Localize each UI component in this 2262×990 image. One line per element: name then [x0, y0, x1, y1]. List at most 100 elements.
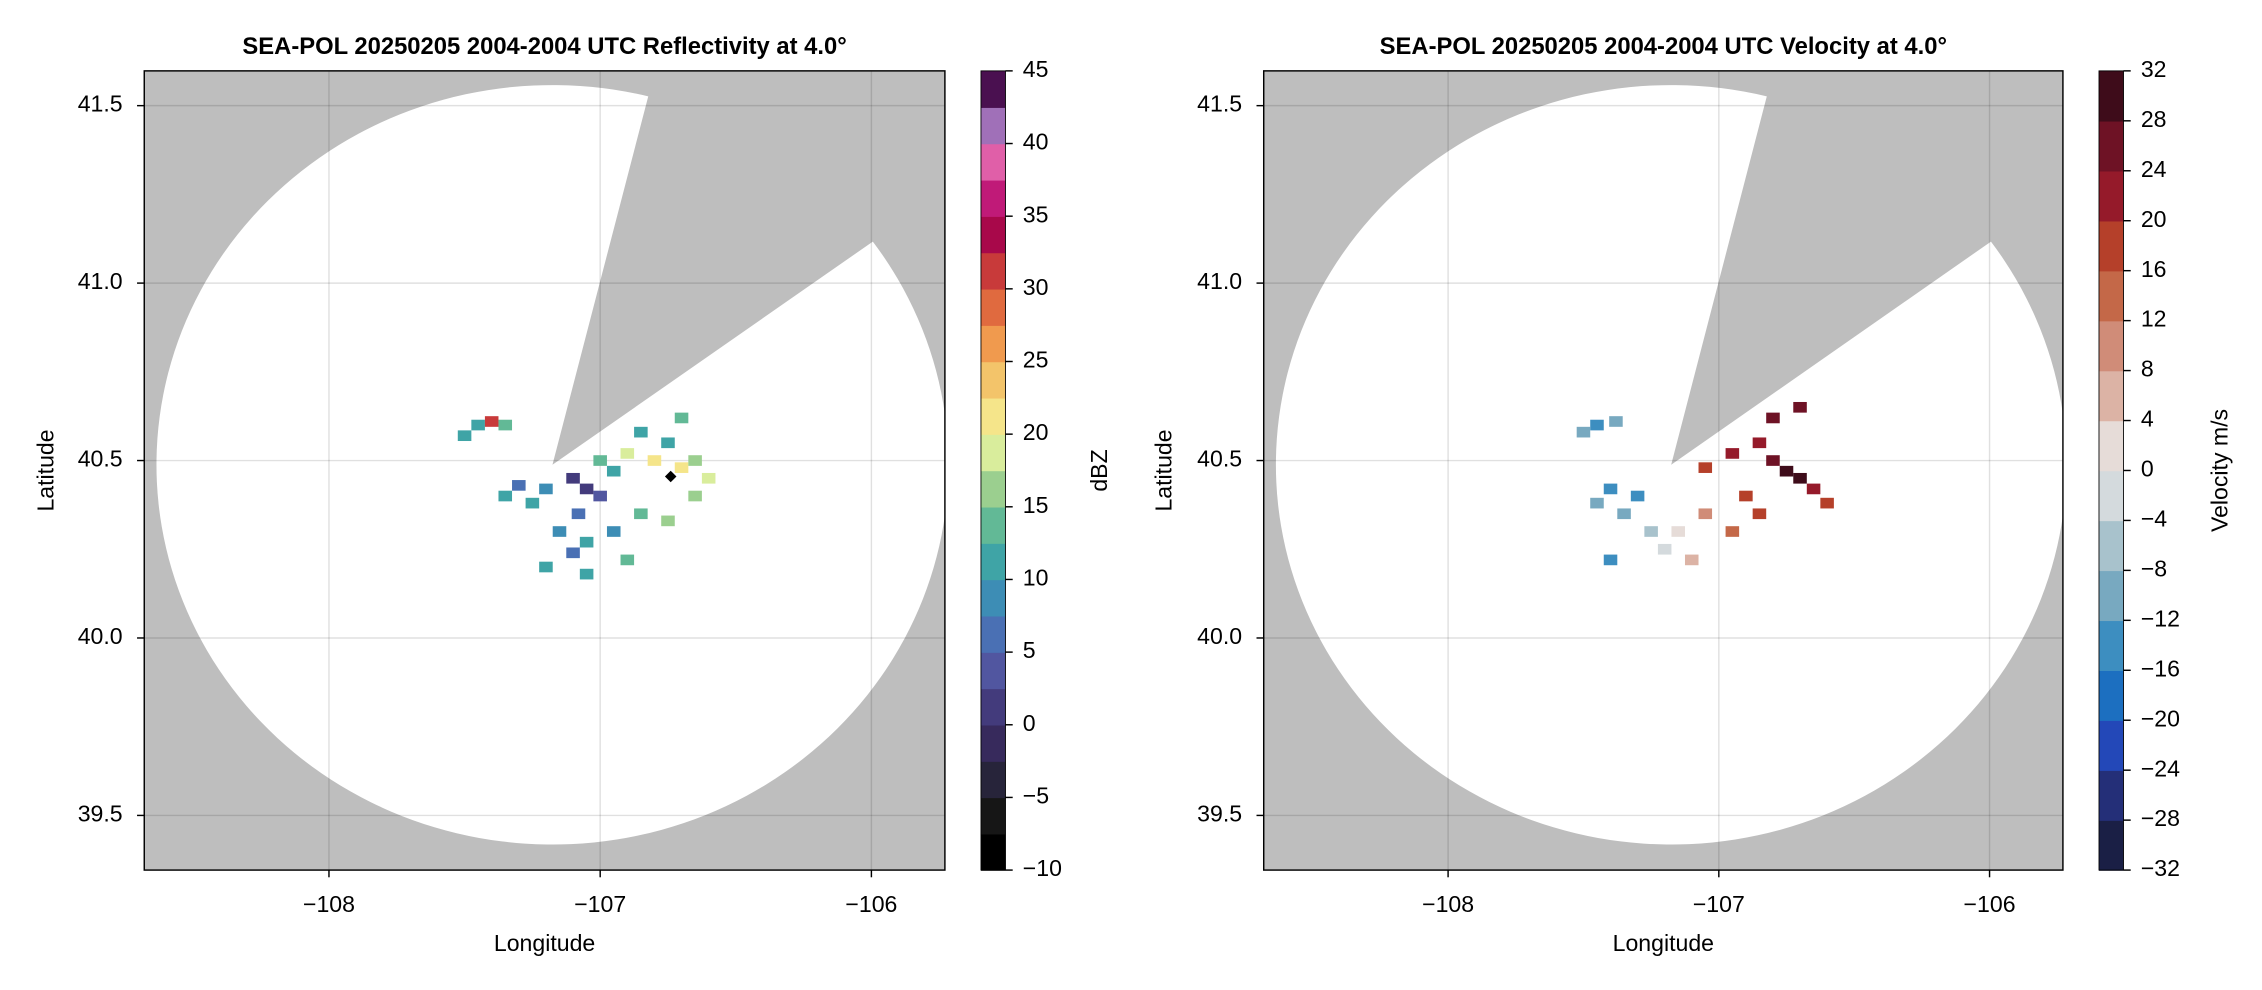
colorbar-tick-label: 20	[1023, 419, 1049, 445]
colorbar-bin	[2098, 470, 2124, 522]
colorbar-tick-label: 10	[1023, 565, 1049, 591]
y-tick-label: 40.5	[78, 446, 123, 472]
echo-cell	[471, 419, 485, 431]
y-tick-label: 40.0	[1197, 623, 1242, 649]
echo-cell	[566, 547, 580, 559]
echo-cell	[1609, 416, 1623, 427]
echo-cell	[688, 490, 702, 502]
y-tick-label: 39.5	[78, 801, 123, 827]
colorbar-tick-label: −20	[2141, 705, 2180, 731]
panel: −108 −107 −106 39.5 40.0 40.5 41.0 41.5 SEA-POL …	[33, 33, 1112, 956]
x-tick-label: −106	[1964, 891, 2016, 917]
colorbar-bin	[980, 361, 1006, 399]
colorbar-tick-label: 32	[2141, 56, 2167, 82]
echo-cell	[1590, 419, 1604, 431]
x-axis-label: Longitude	[1613, 930, 1714, 956]
colorbar-tick-label: −16	[2141, 655, 2180, 681]
y-tick-label: 40.0	[78, 623, 123, 649]
echo-cell	[525, 497, 540, 509]
echo-cell	[539, 483, 553, 495]
colorbar-bin	[980, 325, 1006, 363]
colorbar-bin	[2098, 120, 2124, 172]
colorbar-bin	[980, 143, 1006, 181]
y-axis-label: Latitude	[1151, 429, 1177, 511]
echo-cell	[661, 437, 675, 449]
y-axis-label: Latitude	[33, 429, 59, 511]
echo-cell	[1617, 508, 1631, 520]
colorbar-tick-label: 8	[2141, 356, 2154, 382]
colorbar-bin	[980, 252, 1006, 290]
echo-cell	[634, 508, 648, 520]
colorbar-bin	[980, 579, 1006, 617]
echo-cell	[647, 455, 662, 466]
echo-cell	[1752, 437, 1767, 449]
echo-cell	[579, 568, 594, 580]
colorbar-bin	[2098, 370, 2124, 422]
colorbar-bin	[980, 833, 1006, 871]
echo-cell	[1779, 465, 1794, 477]
colorbar-tick-label: −32	[2141, 855, 2180, 881]
echo-cell	[1725, 448, 1740, 459]
echo-cell	[1793, 472, 1807, 484]
colorbar-bin	[2098, 520, 2124, 572]
plot-frame	[143, 70, 946, 871]
colorbar-bin	[2098, 70, 2124, 122]
colorbar-bin	[980, 724, 1006, 762]
colorbar-bin	[2098, 420, 2124, 472]
colorbar-tick-label: 45	[1023, 56, 1049, 82]
colorbar-bin	[2098, 270, 2124, 322]
echo-cell	[1793, 401, 1807, 413]
plot-area	[1263, 70, 2063, 871]
chart-title: SEA-POL 20250205 2004-2004 UTC Reflectiv…	[242, 33, 846, 60]
echo-cell	[1657, 543, 1672, 555]
colorbar-bin	[2098, 820, 2124, 871]
colorbar-label: Velocity m/s	[2207, 409, 2233, 532]
x-tick-label: −106	[845, 891, 897, 917]
echo-cell	[1603, 483, 1618, 495]
echo-cell	[1671, 526, 1685, 537]
colorbar-bin	[980, 397, 1006, 435]
echo-cell	[512, 480, 526, 491]
colorbar-frame	[980, 70, 1006, 871]
chart-title: SEA-POL 20250205 2004-2004 UTC Velocity …	[1380, 33, 1947, 60]
colorbar-label: dBZ	[1086, 449, 1112, 491]
colorbar-bin	[2098, 770, 2124, 821]
colorbar-bin	[980, 615, 1006, 653]
colorbar-tick-label: 4	[2141, 406, 2154, 432]
echo-cell	[1752, 508, 1767, 520]
colorbar-bin	[980, 434, 1006, 472]
y-tick-label: 40.5	[1197, 446, 1242, 472]
y-tick-label: 41.0	[1197, 268, 1242, 294]
colorbar-tick-label: 40	[1023, 129, 1049, 155]
echo-cell	[539, 561, 553, 573]
echo-cell	[552, 526, 567, 537]
echo-cell	[661, 515, 675, 527]
colorbar-bin	[2098, 670, 2124, 721]
echo-cell	[579, 536, 594, 548]
echo-cell	[620, 448, 635, 459]
echo-cell	[1820, 497, 1834, 509]
colorbar-tick-label: −10	[1023, 855, 1062, 881]
echo-cell	[620, 554, 635, 566]
plot-frame	[1262, 70, 2064, 871]
echo-cell	[1725, 526, 1740, 537]
colorbar-bin	[2098, 320, 2124, 372]
echo-cell	[566, 472, 580, 484]
colorbar-tick-label: −24	[2141, 755, 2180, 781]
colorbar-bin	[980, 688, 1006, 726]
colorbar-bin	[980, 107, 1006, 145]
echo-cell	[634, 426, 648, 438]
echo-cell	[457, 430, 472, 442]
echo-cell	[1739, 490, 1753, 502]
echo-cell	[1630, 490, 1645, 502]
colorbar-bin	[2098, 570, 2124, 622]
colorbar-tick-label: −5	[1023, 783, 1049, 809]
x-tick-label: −108	[1422, 891, 1474, 917]
echo-cell	[606, 465, 621, 477]
colorbar-tick-label: 30	[1023, 274, 1049, 300]
colorbar-bin	[980, 70, 1006, 108]
y-tick-label: 39.5	[1197, 801, 1242, 827]
echo-cell	[1576, 426, 1591, 438]
x-tick-label: −107	[1693, 891, 1745, 917]
